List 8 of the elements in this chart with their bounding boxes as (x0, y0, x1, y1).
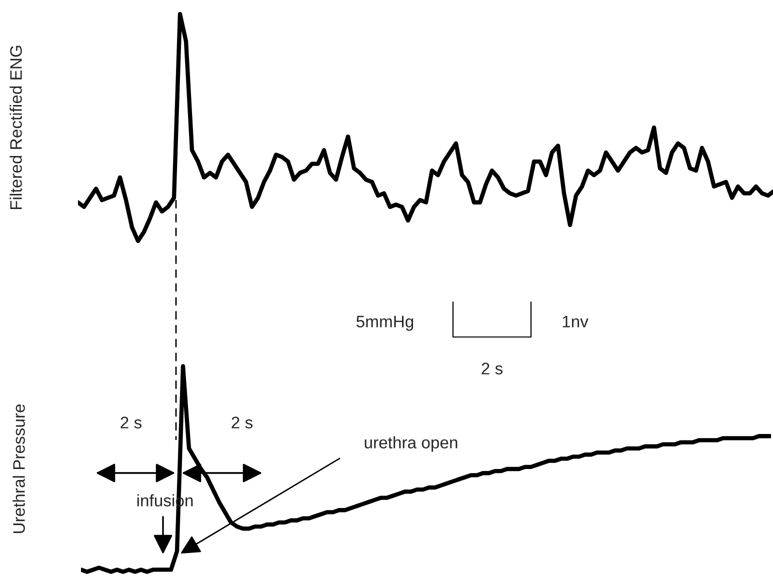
annotation: urethra open (364, 436, 458, 452)
y-axis-title: Urethral Pressure (12, 404, 25, 534)
y-axis-title: Filtered Rectified ENG (10, 46, 22, 210)
annotation: 2 s (482, 362, 503, 374)
annotation: 2 s (120, 416, 142, 428)
text: 5mmHg (356, 316, 414, 331)
annotation: 2 s (232, 416, 253, 428)
text: 1nv (562, 316, 588, 328)
